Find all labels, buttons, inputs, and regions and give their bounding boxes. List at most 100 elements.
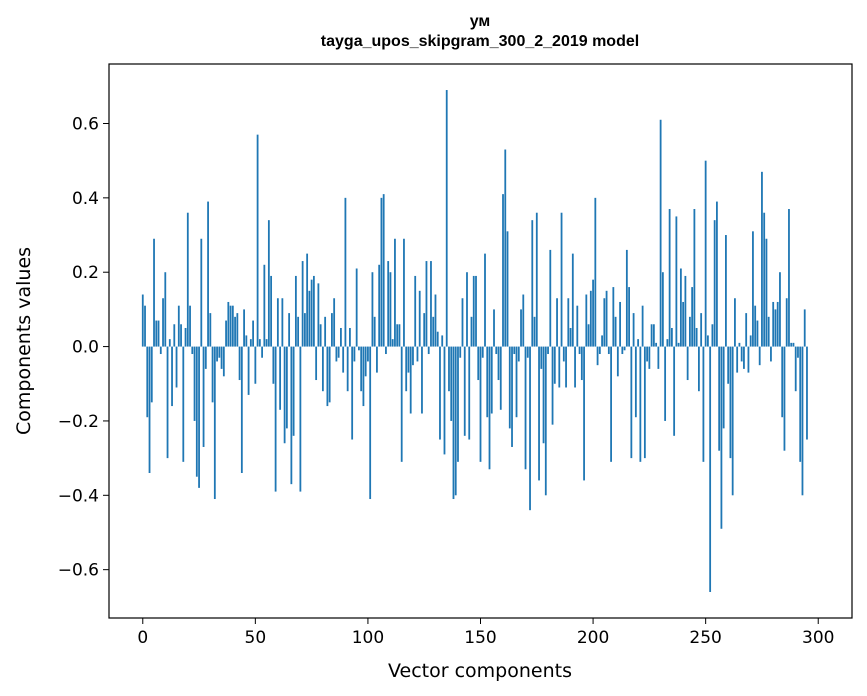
bar	[562, 346, 565, 362]
bar	[445, 90, 448, 347]
bar	[317, 283, 320, 347]
bar	[328, 346, 331, 403]
bar	[274, 346, 277, 492]
bar	[673, 346, 676, 436]
bar	[752, 231, 754, 347]
bar	[454, 346, 457, 496]
bar	[743, 346, 745, 369]
bar	[182, 346, 185, 462]
bar	[360, 346, 363, 392]
bar	[461, 298, 464, 347]
bar	[767, 316, 770, 347]
bar	[335, 346, 338, 362]
bar	[285, 346, 288, 429]
bar	[544, 346, 547, 496]
bar	[580, 346, 583, 381]
bar	[761, 171, 763, 347]
bar	[506, 231, 509, 347]
bar	[240, 346, 243, 473]
bar	[448, 346, 450, 392]
bar	[569, 327, 572, 347]
bar	[652, 324, 655, 347]
bar	[466, 272, 468, 347]
bar	[576, 305, 579, 347]
bar	[281, 298, 284, 347]
bar	[664, 346, 667, 421]
bar	[713, 220, 716, 347]
bar	[605, 290, 608, 347]
bar	[236, 313, 239, 347]
bar	[267, 220, 270, 347]
bar	[150, 346, 153, 403]
bar	[797, 346, 799, 358]
bar	[344, 197, 347, 347]
y-tick-label: 0.0	[72, 338, 99, 358]
bar	[349, 327, 351, 347]
bar	[209, 313, 212, 347]
bar	[684, 275, 687, 347]
bar	[531, 220, 534, 347]
bar	[625, 249, 628, 347]
bar	[144, 305, 146, 347]
bar	[407, 346, 410, 373]
bar	[779, 272, 781, 347]
bar	[556, 298, 558, 347]
bar	[450, 346, 453, 421]
bar	[641, 305, 644, 347]
bar	[198, 346, 200, 488]
bar	[279, 346, 282, 410]
bar	[747, 346, 750, 373]
bar	[270, 275, 273, 347]
bar	[765, 238, 768, 347]
bar	[783, 346, 786, 451]
bar	[607, 346, 610, 355]
bar	[470, 316, 473, 347]
bar	[515, 346, 518, 418]
bar	[290, 346, 293, 485]
bar	[792, 342, 795, 347]
bar	[468, 346, 471, 440]
bar	[691, 287, 694, 347]
bar	[427, 346, 430, 355]
bar	[538, 346, 540, 481]
bar	[587, 324, 590, 347]
bar	[639, 346, 642, 462]
bar	[623, 346, 626, 351]
bar	[308, 290, 311, 347]
bar	[373, 316, 376, 347]
bar	[731, 346, 734, 496]
bar	[243, 309, 245, 347]
bar	[218, 346, 221, 358]
bar	[353, 346, 356, 362]
bar	[394, 238, 396, 347]
bar	[148, 346, 151, 473]
x-tick-label: 50	[245, 628, 267, 648]
bar	[204, 346, 207, 369]
bar	[191, 346, 194, 355]
bar	[463, 346, 466, 436]
bar	[189, 305, 191, 347]
bar	[806, 346, 808, 440]
x-tick-label: 200	[577, 628, 609, 648]
x-tick-label: 300	[802, 628, 834, 648]
bar	[430, 261, 432, 347]
bar	[141, 294, 144, 347]
bar	[643, 346, 646, 459]
bar	[535, 212, 538, 347]
y-tick-label: −0.2	[58, 412, 99, 432]
bar	[508, 346, 511, 429]
bar	[387, 261, 390, 347]
bar	[184, 327, 187, 347]
bar	[619, 301, 621, 347]
bar	[707, 335, 709, 347]
bar	[585, 294, 588, 347]
bar	[803, 309, 806, 347]
bar	[457, 346, 459, 462]
bar	[195, 346, 198, 477]
bar	[367, 346, 369, 362]
bar	[565, 346, 567, 388]
bar	[504, 149, 507, 347]
bar	[265, 339, 268, 347]
bar	[700, 313, 703, 347]
bar	[412, 346, 414, 366]
